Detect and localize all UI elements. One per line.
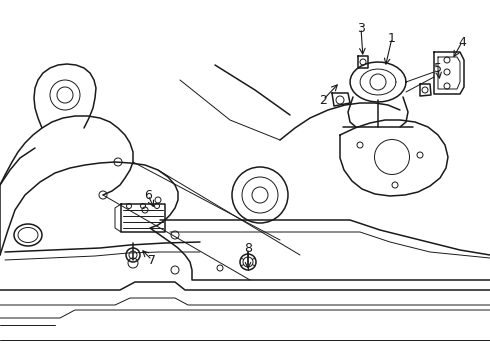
Text: 6: 6 — [144, 189, 152, 202]
Text: 1: 1 — [388, 32, 396, 45]
Text: 2: 2 — [319, 94, 327, 107]
Text: 5: 5 — [434, 62, 442, 75]
Text: 3: 3 — [357, 22, 365, 35]
Text: 8: 8 — [244, 242, 252, 255]
Text: 4: 4 — [458, 36, 466, 49]
Text: 7: 7 — [148, 253, 156, 266]
